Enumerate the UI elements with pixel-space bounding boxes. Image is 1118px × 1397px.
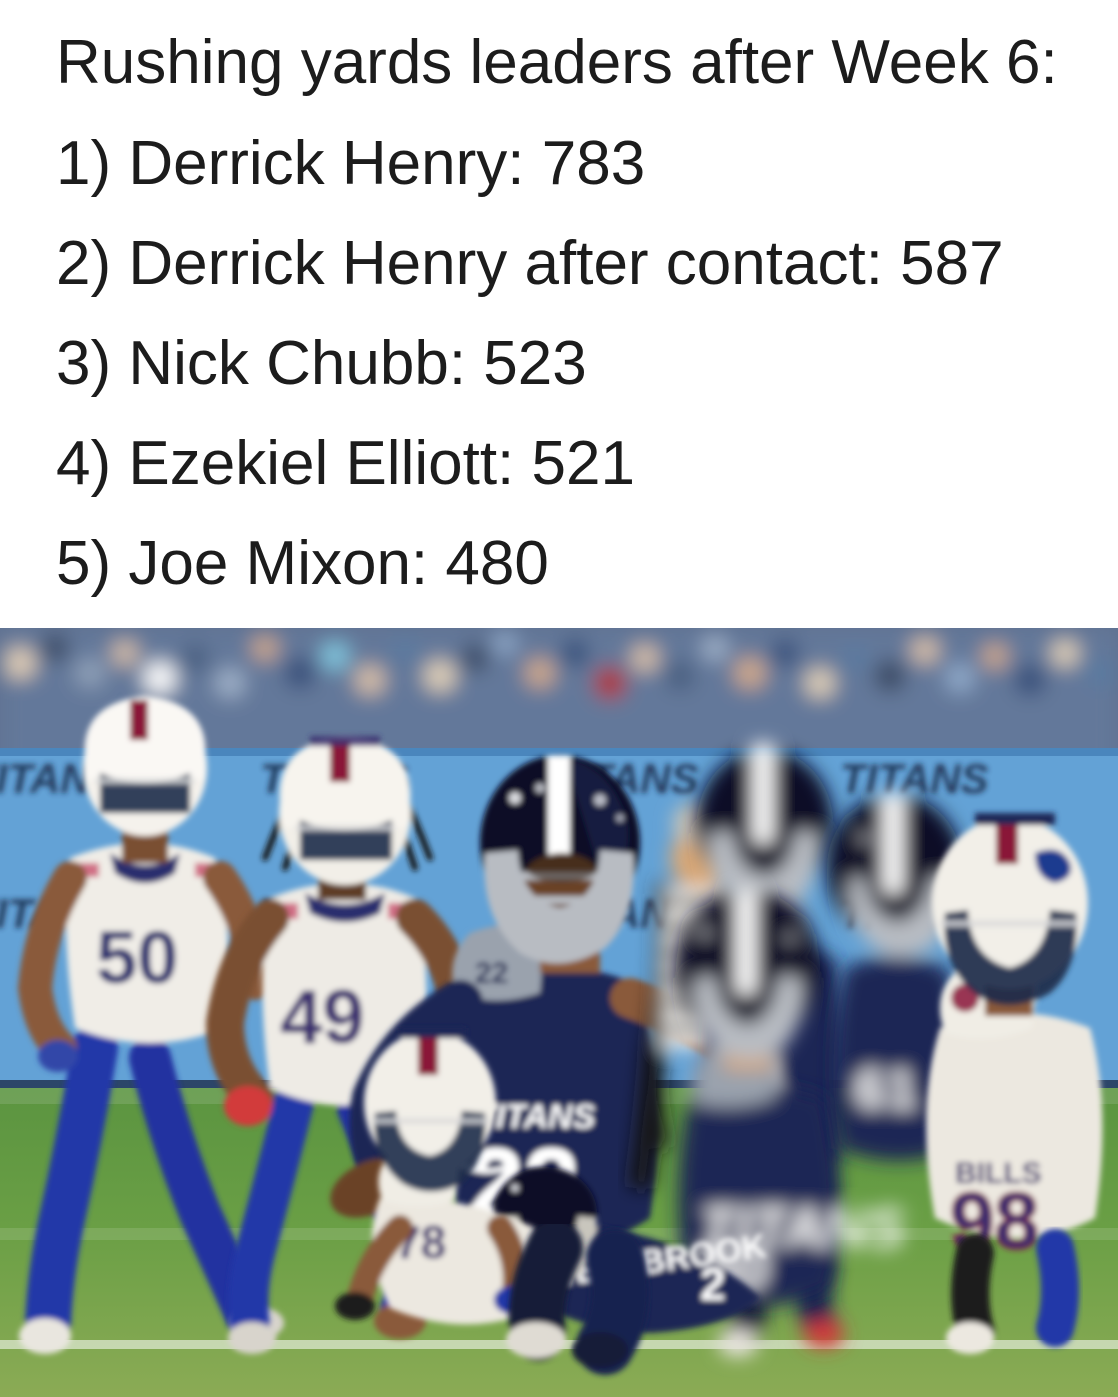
- svg-text:50: 50: [96, 916, 178, 999]
- svg-text:22: 22: [475, 957, 508, 990]
- svg-text:49: 49: [280, 975, 365, 1060]
- svg-text:61: 61: [855, 1057, 917, 1120]
- svg-text:2: 2: [700, 1258, 726, 1310]
- svg-text:TITANS: TITANS: [840, 755, 989, 802]
